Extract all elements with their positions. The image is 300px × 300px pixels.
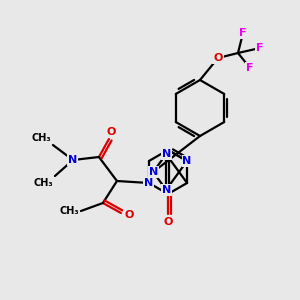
Text: N: N [68, 155, 78, 165]
Text: F: F [256, 43, 264, 53]
Text: N: N [144, 178, 154, 188]
Text: CH₃: CH₃ [31, 133, 51, 143]
Text: N: N [161, 185, 171, 195]
Text: CH₃: CH₃ [33, 178, 53, 188]
Text: N: N [148, 167, 158, 177]
Text: F: F [246, 63, 254, 73]
Text: O: O [213, 53, 223, 63]
Text: N: N [161, 149, 171, 159]
Text: F: F [239, 28, 247, 38]
Text: N: N [182, 156, 192, 166]
Text: O: O [124, 210, 134, 220]
Text: O: O [163, 217, 173, 227]
Text: CH₃: CH₃ [59, 206, 79, 216]
Text: O: O [106, 127, 116, 137]
